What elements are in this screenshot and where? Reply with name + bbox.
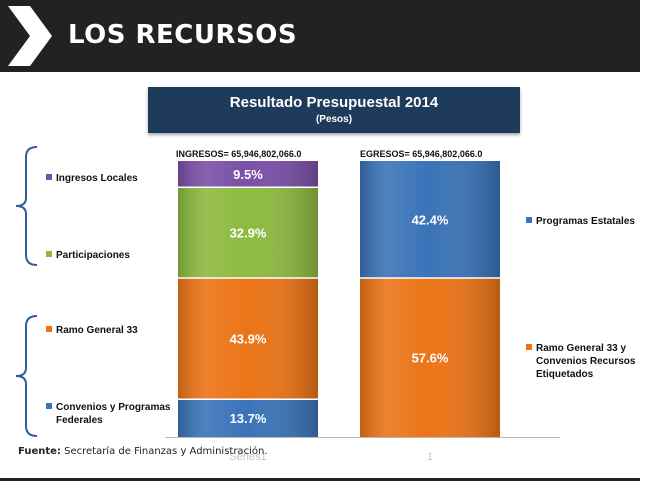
legend-label: Etiquetados: [536, 369, 594, 380]
data-label: 13.7%: [230, 411, 267, 426]
legend-label: Participaciones: [56, 250, 130, 261]
chevron-icon: [8, 6, 52, 66]
page-title: LOS RECURSOS: [68, 20, 298, 50]
bar-shading: [178, 399, 318, 437]
x-tick-label: Series1: [229, 451, 266, 463]
legend-swatch: [46, 403, 52, 409]
bar-shading: [178, 187, 318, 279]
legend-swatch: [526, 344, 532, 350]
column-header: INGRESOS= 65,946,802,066.0: [176, 149, 301, 159]
legend-swatch: [526, 217, 532, 223]
legend-label: Ramo General 33: [56, 325, 138, 336]
legend-label: Federales: [56, 415, 103, 426]
bar-shading: [178, 161, 318, 188]
header-bar: [0, 0, 640, 72]
chart-title-box: Resultado Presupuestal 2014 (Pesos): [148, 87, 520, 133]
footer-line: [0, 478, 640, 481]
legend-swatch: [46, 174, 52, 180]
brace-icon: [15, 146, 38, 266]
bar-shading: [178, 278, 318, 400]
chart-title: Resultado Presupuestal 2014: [229, 94, 439, 111]
data-label: 43.9%: [230, 332, 267, 347]
source-text: Secretaría de Finanzas y Administración.: [64, 446, 268, 457]
data-label: 42.4%: [412, 213, 449, 228]
chart-subtitle: (Pesos): [315, 114, 353, 125]
column-header: EGRESOS= 65,946,802,066.0: [360, 149, 482, 159]
brace-icon: [15, 315, 38, 437]
legend-label: Ramo General 33 y: [536, 343, 626, 354]
legend-label: Convenios y Programas: [56, 402, 171, 413]
source-label: Fuente:: [18, 446, 61, 457]
legend-label: Programas Estatales: [536, 216, 635, 227]
legend-swatch: [46, 326, 52, 332]
source-note: Fuente: Secretaría de Finanzas y Adminis…: [18, 446, 267, 457]
data-label: 57.6%: [412, 351, 449, 366]
data-label: 9.5%: [233, 167, 263, 182]
legend-swatch: [46, 251, 52, 257]
data-label: 32.9%: [230, 226, 267, 241]
bar-shading: [360, 278, 500, 437]
bar-shading: [360, 161, 500, 279]
x-tick-label: 1: [427, 451, 433, 463]
legend-label: Ingresos Locales: [56, 173, 138, 184]
legend-label: Convenios Recursos: [536, 356, 636, 367]
